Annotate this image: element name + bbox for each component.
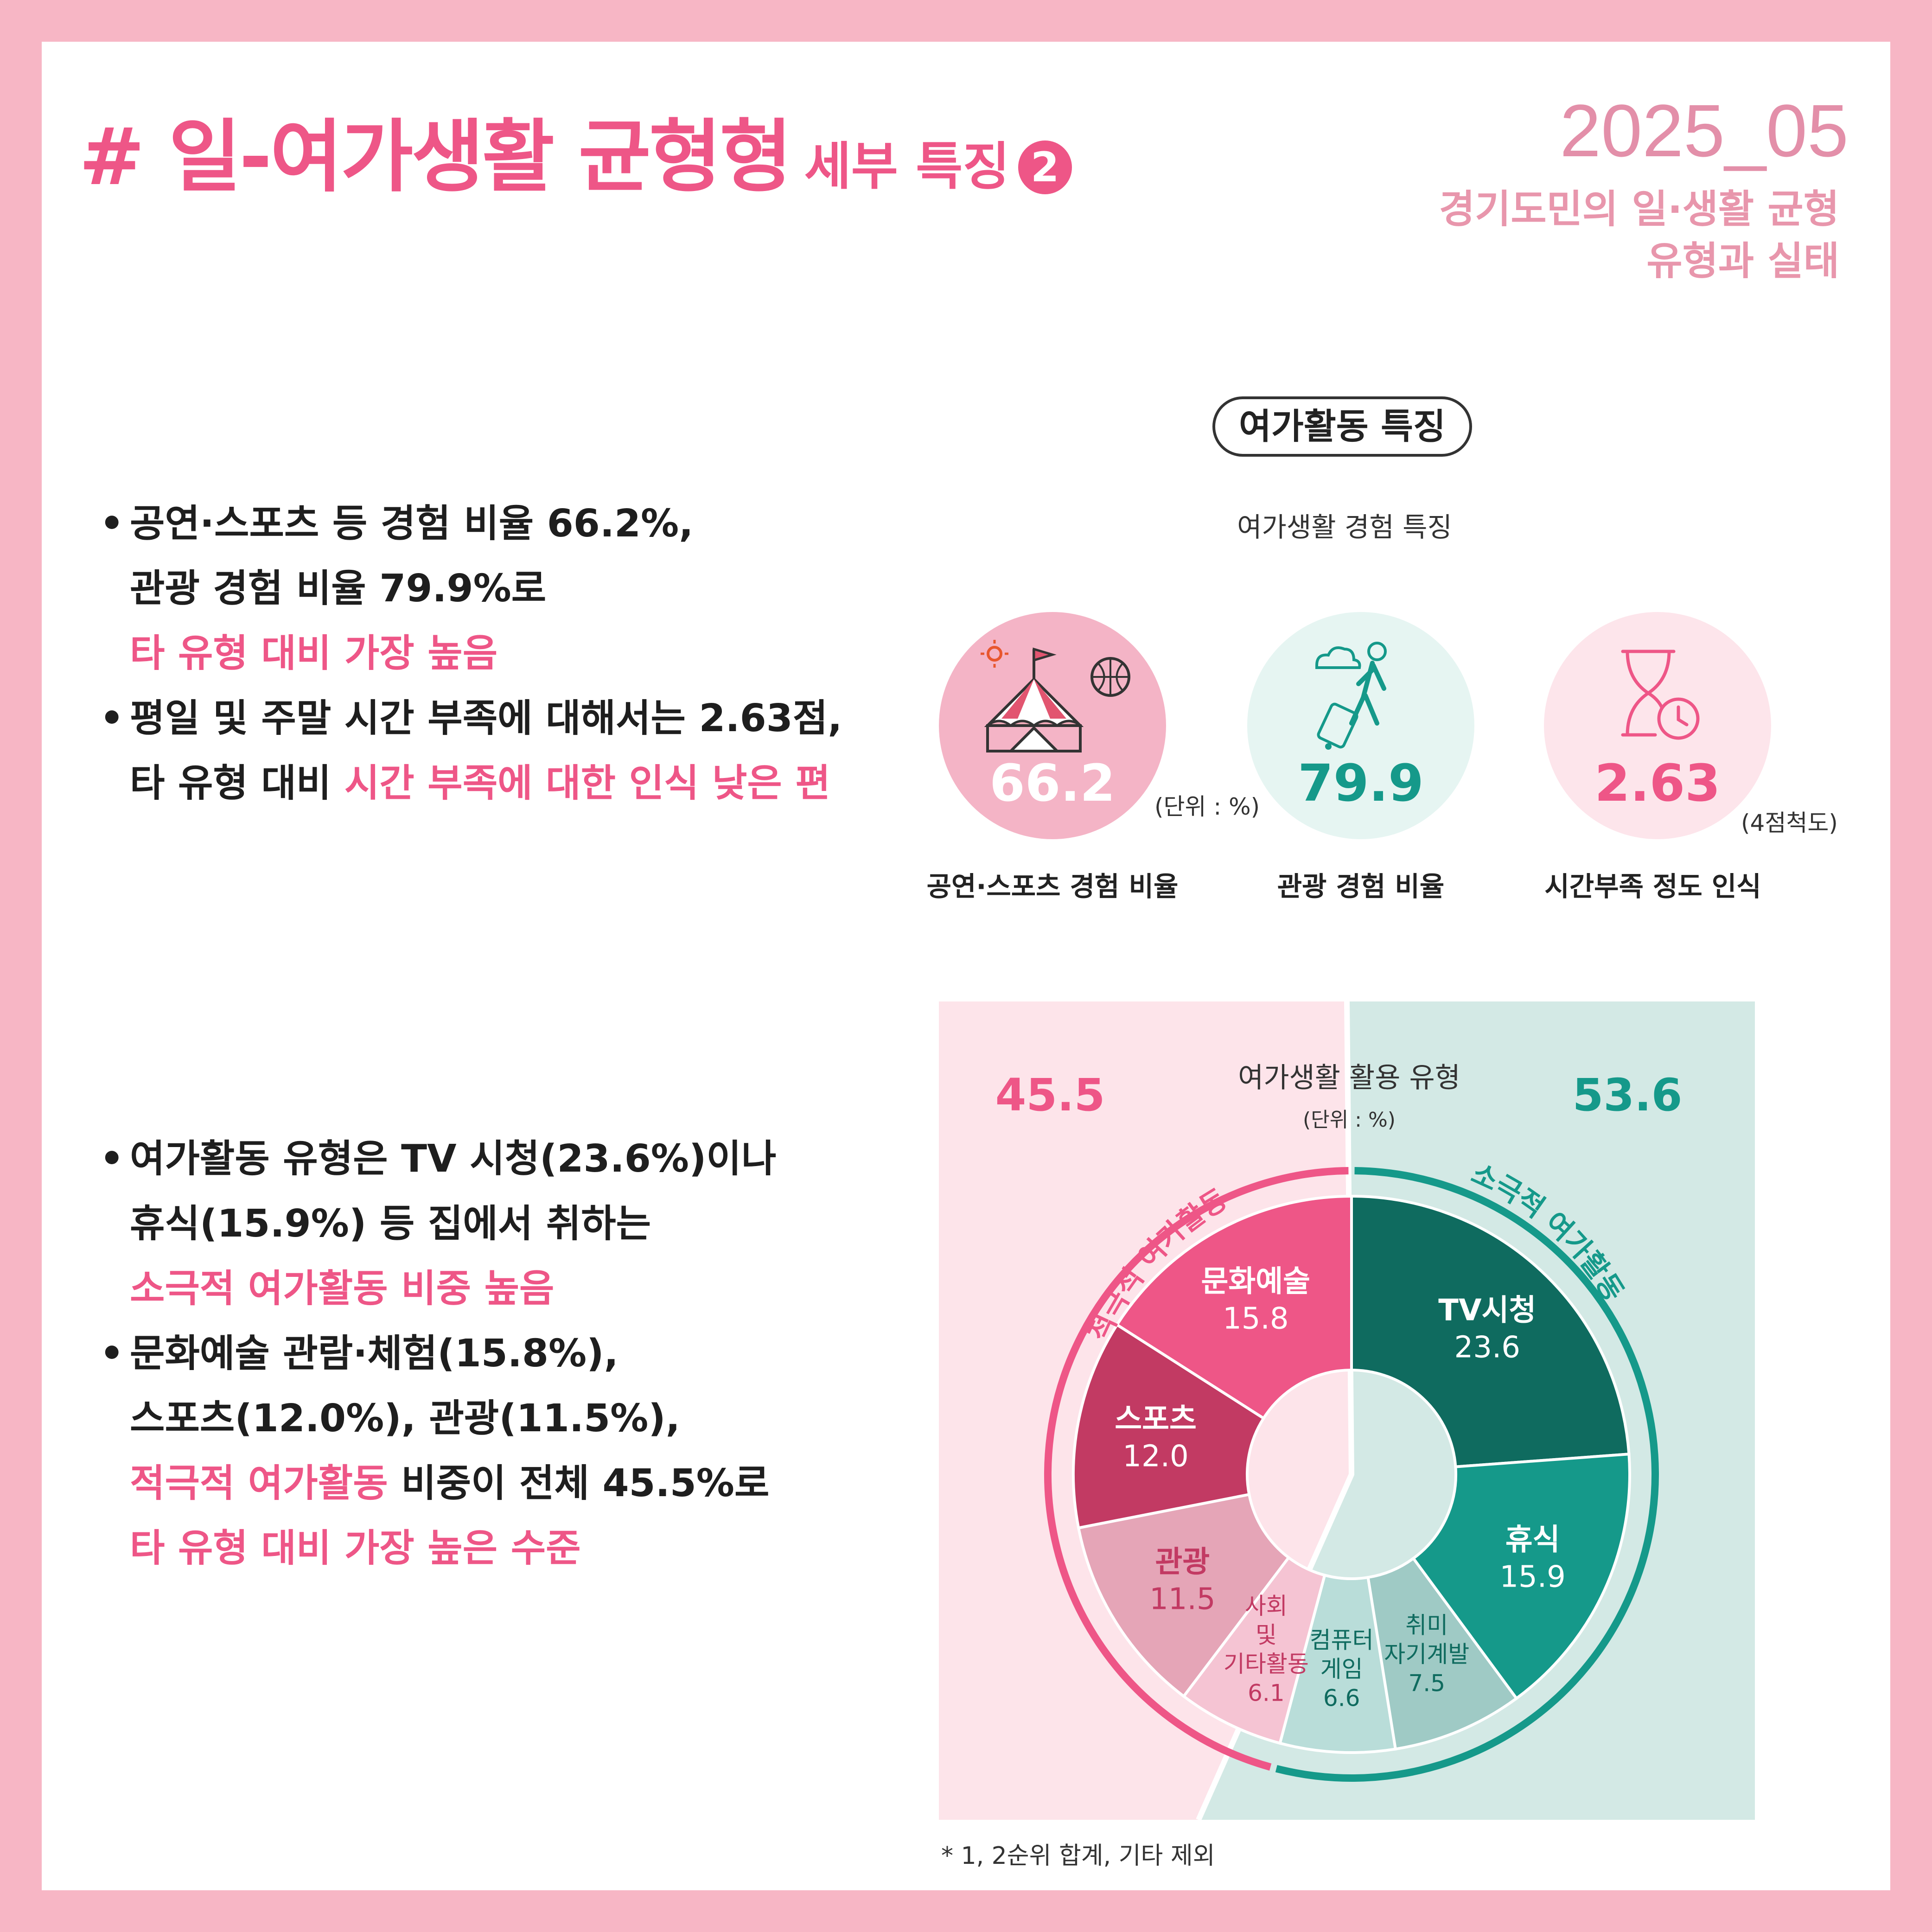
issue-number: 2025_05 xyxy=(1560,89,1849,172)
title-main: # 일-여가생활 균형형 xyxy=(79,111,792,203)
bullet-line: 문화예술 관람·체험(15.8%), xyxy=(130,1332,618,1376)
top-bullet-list: • 공연·스포츠 등 경험 비율 66.2%, 관광 경험 비율 79.9%로 … xyxy=(100,491,964,816)
metric-value: 66.2 xyxy=(989,753,1116,813)
bullet-line: 공연·스포츠 등 경험 비율 66.2%, xyxy=(130,502,694,546)
slice-category-label: 관광 xyxy=(1155,1545,1210,1579)
unit-label: (4점척도) xyxy=(1741,810,1838,836)
active-group-ring xyxy=(1044,1167,1349,1771)
bullet-dot: • xyxy=(100,502,124,546)
bullet-text: 비중이 전체 45.5%로 xyxy=(388,1461,770,1505)
title-sub: 세부 특징 xyxy=(804,137,1010,196)
metric-value: 2.63 xyxy=(1594,753,1721,813)
bullet-line: 관광 경험 비율 79.9%로 xyxy=(130,567,547,611)
slice-value-label: 12.0 xyxy=(1122,1439,1189,1473)
bullet-highlight: 시간 부족에 대한 인식 낮은 편 xyxy=(344,761,830,805)
unit-label: (단위 : %) xyxy=(1303,1108,1396,1132)
slice-category-label: 및 xyxy=(1256,1622,1277,1649)
bullet-text: 타 유형 대비 xyxy=(130,761,344,805)
report-title: 경기도민의 일·생활 균형 유형과 실태 xyxy=(1376,183,1839,287)
slice-value-label: 23.6 xyxy=(1454,1330,1521,1365)
donut-slice xyxy=(1181,1556,1326,1745)
slice-value-label: 6.1 xyxy=(1248,1680,1285,1707)
metric-label: 관광 경험 비율 xyxy=(1277,871,1445,902)
bullet-dot: • xyxy=(100,1332,124,1376)
slice-category-label: 스포츠 xyxy=(1115,1402,1197,1436)
donut-slice xyxy=(1411,1453,1631,1701)
bullet-line: 평일 및 주말 시간 부족에 대해서는 2.63점, xyxy=(130,696,842,740)
bullet-line: 적극적 여가활동 비중이 전체 45.5%로 xyxy=(130,1451,964,1516)
bullet-item: • 공연·스포츠 등 경험 비율 66.2%, 관광 경험 비율 79.9%로 … xyxy=(100,491,964,686)
slice-category-label: 기타활동 xyxy=(1224,1651,1309,1677)
report-title-line1: 경기도민의 일·생활 균형 xyxy=(1439,186,1839,232)
slice-value-label: 6.6 xyxy=(1323,1684,1360,1711)
bullet-highlight: 타 유형 대비 가장 높음 xyxy=(130,631,498,676)
bullet-item: • 여가활동 유형은 TV 시청(23.6%)이나 휴식(15.9%) 등 집에… xyxy=(100,1127,964,1321)
bullet-item: • 평일 및 주말 시간 부족에 대해서는 2.63점, 타 유형 대비 시간 … xyxy=(100,686,964,816)
bullet-line: 스포츠(12.0%), 관광(11.5%), xyxy=(130,1396,680,1441)
bullet-highlight: 소극적 여가활동 비중 높음 xyxy=(130,1267,555,1311)
donut-slice xyxy=(1072,1323,1266,1530)
bullet-dot: • xyxy=(100,1137,124,1181)
footnote: * 1, 2순위 합계, 기타 제외 xyxy=(941,1842,1215,1870)
donut-slice xyxy=(1077,1492,1291,1698)
metric-value: 79.9 xyxy=(1298,753,1424,813)
slice-value-label: 15.8 xyxy=(1223,1301,1289,1336)
bullet-line: 휴식(15.9%) 등 집에서 취하는 xyxy=(130,1202,651,1246)
active-total: 45.5 xyxy=(995,1069,1105,1121)
chart-title: 여가생활 경험 특징 xyxy=(1237,511,1452,543)
donut-slice xyxy=(1350,1194,1631,1468)
bullet-line: 타 유형 대비 시간 부족에 대한 인식 낮은 편 xyxy=(130,751,964,816)
bullet-line: 여가활동 유형은 TV 시청(23.6%)이나 xyxy=(130,1137,777,1181)
donut-slice xyxy=(1366,1556,1518,1751)
slice-category-label: 사회 xyxy=(1245,1593,1288,1620)
donut-slice xyxy=(1278,1573,1397,1754)
metric-label: 시간부족 정도 인식 xyxy=(1544,871,1761,902)
traveler-luggage-icon xyxy=(1315,642,1387,750)
slice-category-label: 문화예술 xyxy=(1201,1264,1311,1299)
slice-category-label: TV시청 xyxy=(1438,1293,1536,1327)
slice-value-label: 7.5 xyxy=(1408,1670,1445,1696)
donut-slice xyxy=(1115,1194,1353,1421)
passive-group-ring xyxy=(1275,1167,1659,1782)
title-number-badge: 2 xyxy=(1018,140,1072,194)
circus-tent-icon xyxy=(981,640,1130,752)
hourglass-clock-icon xyxy=(1621,650,1700,740)
bullet-highlight: 타 유형 대비 가장 높은 수준 xyxy=(130,1526,581,1570)
metric-circle-tourism xyxy=(1247,612,1474,839)
slice-category-label: 휴식 xyxy=(1505,1523,1560,1557)
bullet-highlight: 적극적 여가활동 xyxy=(130,1461,388,1505)
page-title: # 일-여가생활 균형형 세부 특징 2 xyxy=(79,93,1072,207)
section-badge: 여가활동 특징 xyxy=(1212,396,1472,457)
passive-total: 53.6 xyxy=(1573,1069,1683,1121)
slice-category-label: 취미 xyxy=(1405,1612,1448,1639)
slice-category-label: 자기계발 xyxy=(1384,1641,1469,1668)
slice-category-label: 컴퓨터 xyxy=(1310,1626,1374,1653)
metric-label: 공연·스포츠 경험 비율 xyxy=(926,871,1179,902)
bullet-item: • 문화예술 관람·체험(15.8%), 스포츠(12.0%), 관광(11.5… xyxy=(100,1321,964,1581)
slice-value-label: 11.5 xyxy=(1149,1582,1216,1616)
bullet-dot: • xyxy=(100,696,124,740)
chart-title: 여가생활 활용 유형 xyxy=(1238,1062,1460,1094)
bottom-bullet-list: • 여가활동 유형은 TV 시청(23.6%)이나 휴식(15.9%) 등 집에… xyxy=(100,1127,964,1581)
slice-category-label: 게임 xyxy=(1320,1656,1363,1683)
slice-value-label: 15.9 xyxy=(1499,1560,1566,1594)
unit-label: (단위 : %) xyxy=(1154,793,1260,820)
report-title-line2: 유형과 실태 xyxy=(1646,238,1839,284)
